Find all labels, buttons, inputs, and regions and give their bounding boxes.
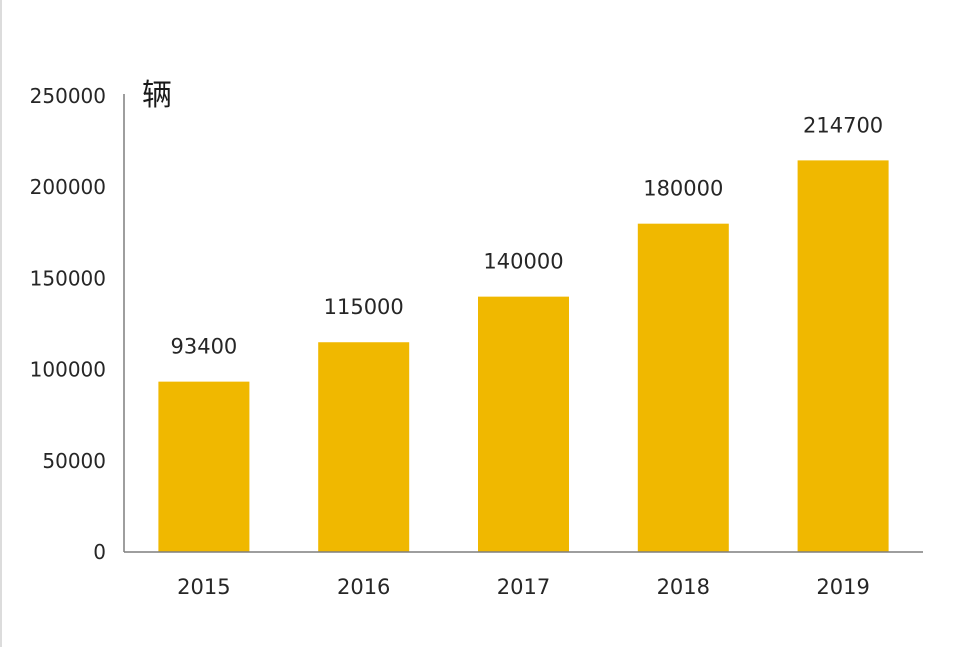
- x-tick-label: 2018: [657, 575, 710, 599]
- x-tick-label: 2015: [177, 575, 230, 599]
- bar-series: [158, 160, 889, 552]
- bar: [158, 381, 250, 552]
- y-tick-label: 200000: [30, 175, 106, 199]
- y-axis-ticks: 0 50000 100000 150000 200000 250000: [30, 84, 106, 564]
- y-tick-label: 150000: [30, 266, 106, 290]
- data-labels: 93400 115000 140000 180000 214700: [170, 113, 883, 358]
- y-axis-unit-label: 辆: [142, 78, 172, 113]
- data-label: 140000: [483, 250, 563, 274]
- y-tick-label: 50000: [42, 449, 106, 473]
- bar: [318, 342, 410, 552]
- data-label: 93400: [170, 335, 237, 359]
- y-tick-label: 0: [93, 540, 106, 564]
- data-label: 180000: [643, 177, 723, 201]
- y-tick-label: 100000: [30, 358, 106, 382]
- bar: [637, 223, 729, 552]
- x-tick-label: 2016: [337, 575, 390, 599]
- y-tick-label: 250000: [30, 84, 106, 108]
- data-label: 214700: [803, 113, 883, 137]
- data-label: 115000: [324, 295, 404, 319]
- x-tick-label: 2017: [497, 575, 550, 599]
- bar: [797, 160, 889, 552]
- bar: [478, 296, 569, 552]
- x-axis-ticks: 2015 2016 2017 2018 2019: [177, 575, 870, 599]
- x-tick-label: 2019: [816, 575, 869, 599]
- left-border: [0, 0, 2, 647]
